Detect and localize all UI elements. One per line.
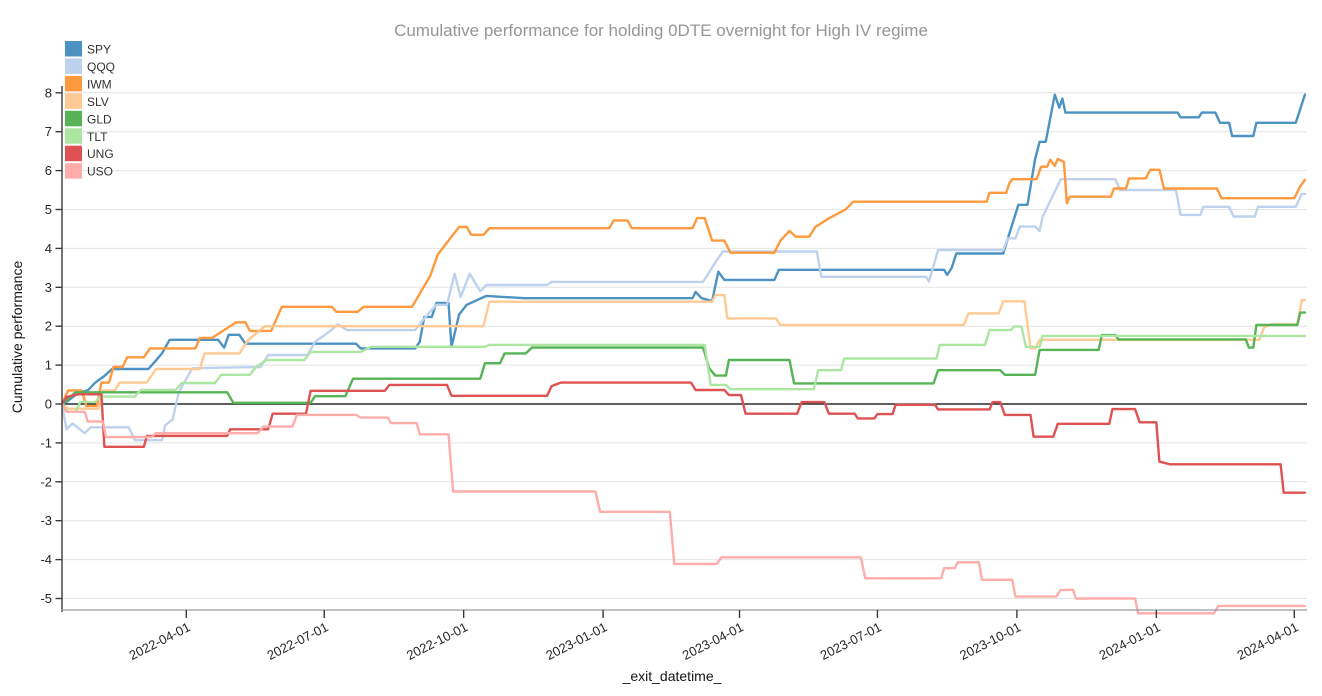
legend-label: TLT [87,130,108,144]
legend-swatch [65,93,82,109]
legend-item: QQQ [65,58,115,74]
x-tick-label: 2023-01-01 [543,619,609,663]
x-tick-label: 2024-04-01 [1235,619,1301,663]
x-axis-label: _exit_datetime_ [622,668,722,684]
legend-item: GLD [65,110,112,127]
y-tick-label: -3 [40,513,52,528]
x-tick-label-group: 2023-07-01 [818,619,884,663]
legend-label: QQQ [87,60,115,74]
series-line-slv [62,293,1307,410]
y-tick-label: -2 [40,474,52,489]
y-tick-label: 2 [45,319,52,334]
y-tick-label: 5 [45,202,52,217]
x-tick-label: 2022-07-01 [265,619,331,663]
legend-item: IWM [65,75,112,92]
y-tick-label: 8 [45,85,52,100]
series-lines [62,93,1307,615]
x-tick-label: 2023-10-01 [957,619,1023,663]
legend-swatch [65,110,82,127]
legend-label: SPY [87,43,111,57]
x-tick-label: 2022-04-01 [127,619,193,663]
legend-swatch [65,163,82,179]
legend-swatch [65,145,82,162]
y-tick-label: 6 [45,163,52,178]
y-tick-label: 3 [45,280,52,295]
legend-swatch [65,128,82,144]
x-axis: 2022-04-01 2022-07-01 2022-10-01 2023-01-01… [127,610,1301,663]
series-line-iwm [62,157,1307,408]
series-line-uso [62,402,1307,615]
y-tick-label: -5 [40,591,52,606]
x-tick-label: 2024-01-01 [1097,619,1163,663]
legend-label: IWM [87,77,112,91]
legend-label: GLD [87,112,112,126]
legend-label: USO [87,165,113,179]
x-tick-label-group: 2023-10-01 [957,619,1023,663]
legend-item: USO [65,163,113,179]
y-tick-label: 0 [45,397,52,412]
legend-label: SLV [87,95,109,109]
x-tick-label-group: 2024-04-01 [1235,619,1301,663]
legend-item: SLV [65,93,109,109]
chart-title: Cumulative performance for holding 0DTE … [394,21,928,40]
x-tick-label-group: 2024-01-01 [1097,619,1163,663]
legend-item: UNG [65,145,114,162]
x-tick-label: 2023-07-01 [818,619,884,663]
legend-item: TLT [65,128,108,144]
legend-swatch [65,58,82,74]
series-line-ung [62,381,1307,494]
y-axis: -5 -4 -3 -2 -1 0 1 2 3 4 5 6 7 8 [40,85,62,606]
series-line-spy [62,93,1307,406]
x-tick-label-group: 2022-07-01 [265,619,331,663]
x-tick-label-group: 2022-04-01 [127,619,193,663]
x-tick-label: 2022-10-01 [404,619,470,663]
x-tick-label-group: 2023-01-01 [543,619,609,663]
x-tick-label-group: 2023-04-01 [680,619,746,663]
legend: SPY QQQ IWM SLV GLD TLT UNG USO [65,41,115,179]
gridlines [62,92,1307,599]
series-line-tlt [62,325,1307,413]
legend-label: UNG [87,147,114,161]
legend-item: SPY [65,41,111,57]
y-tick-label: -4 [40,552,52,567]
y-tick-label: 7 [45,124,52,139]
x-tick-label: 2023-04-01 [680,619,746,663]
y-tick-label: 1 [45,358,52,373]
y-tick-label: 4 [45,241,52,256]
series-line-gld [62,311,1307,406]
y-tick-label: -1 [40,435,52,450]
x-tick-label-group: 2022-10-01 [404,619,470,663]
legend-swatch [65,41,82,57]
series-line-qqq [62,177,1307,442]
legend-swatch [65,75,82,92]
